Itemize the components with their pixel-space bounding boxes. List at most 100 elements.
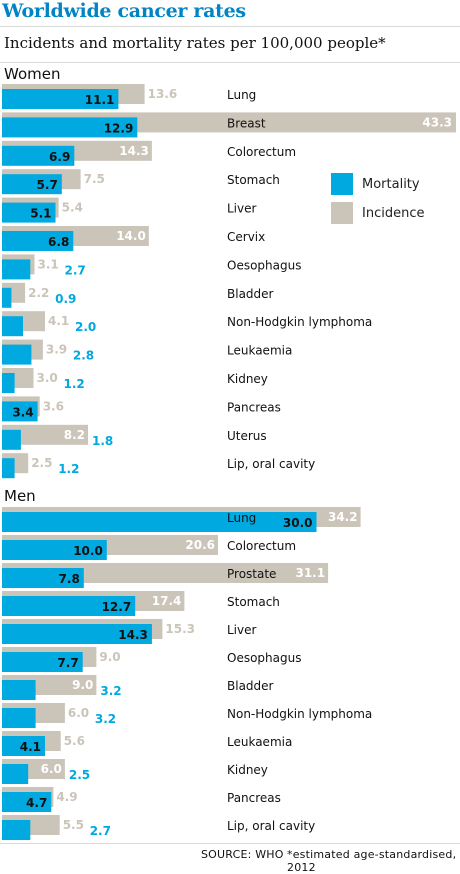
incidence-value-label: 20.6 xyxy=(185,538,215,552)
legend-incidence-swatch xyxy=(331,202,353,224)
mortality-bar xyxy=(2,652,83,672)
category-label: Oesophagus xyxy=(227,258,301,272)
incidence-value-label: 2.5 xyxy=(31,456,52,470)
source-note: SOURCE: WHO xyxy=(201,848,284,861)
category-label: Breast xyxy=(227,116,266,130)
mortality-bar xyxy=(2,89,119,109)
incidence-value-label: 3.9 xyxy=(46,343,67,357)
incidence-value-label: 4.1 xyxy=(48,314,69,328)
mortality-value-label: 2.7 xyxy=(65,263,86,277)
mortality-value-label: 4.1 xyxy=(20,740,41,754)
mortality-bar xyxy=(2,820,31,840)
bar-row-kidney: Kidney 3.0 1.2 xyxy=(2,368,268,393)
bar-row-pancreas: Pancreas 3.6 3.4 xyxy=(2,396,281,422)
mortality-bar xyxy=(2,458,15,479)
chart-subtitle: Incidents and mortality rates per 100,00… xyxy=(4,34,386,52)
category-label: Liver xyxy=(227,202,257,216)
category-label: Non-Hodgkin lymphoma xyxy=(227,707,372,721)
title-divider xyxy=(0,26,460,27)
bar-row-oesophagus: Oesophagus 9.0 7.7 xyxy=(2,647,301,672)
category-label: Colorectum xyxy=(227,539,296,553)
mortality-bar xyxy=(2,259,31,280)
chart-title: Worldwide cancer rates xyxy=(2,0,246,22)
incidence-value-label: 14.3 xyxy=(119,144,149,158)
mortality-bar xyxy=(2,736,45,756)
incidence-value-label: 7.5 xyxy=(84,172,105,186)
category-label: Pancreas xyxy=(227,400,281,414)
category-label: Kidney xyxy=(227,372,268,386)
mortality-bar xyxy=(2,344,32,365)
bar-row-leukaemia: Leukaemia 3.9 2.8 xyxy=(2,339,292,365)
category-label: Lung xyxy=(227,88,256,102)
legend-mortality-label: Mortality xyxy=(362,176,420,192)
bar-row-lung: Lung 13.6 11.1 xyxy=(2,84,256,109)
mortality-value-label: 3.2 xyxy=(95,712,116,726)
category-label: Liver xyxy=(227,623,257,637)
bar-row-non-hodgkin-lymphoma: Non-Hodgkin lymphoma 6.0 3.2 xyxy=(2,703,372,728)
mortality-bar xyxy=(2,764,29,784)
incidence-value-label: 13.6 xyxy=(148,87,178,101)
incidence-value-label: 34.2 xyxy=(328,510,358,524)
bar-row-oesophagus: Oesophagus 3.1 2.7 xyxy=(2,254,301,280)
bar-row-liver: Liver 15.3 14.3 xyxy=(2,619,257,644)
mortality-bar xyxy=(2,624,152,644)
mortality-value-label: 12.7 xyxy=(102,600,132,614)
incidence-value-label: 9.0 xyxy=(72,678,93,692)
incidence-value-label: 31.1 xyxy=(295,566,325,580)
mortality-value-label: 2.5 xyxy=(69,768,90,782)
incidence-value-label: 3.6 xyxy=(43,399,64,413)
mortality-value-label: 3.2 xyxy=(100,684,121,698)
bar-row-breast: Breast 43.3 12.9 xyxy=(2,112,456,138)
mortality-bar xyxy=(2,680,36,700)
bar-row-stomach: Stomach 7.5 5.7 xyxy=(2,169,280,195)
category-label: Lung xyxy=(227,511,256,525)
women-section-title: Women xyxy=(4,65,61,83)
mortality-bar xyxy=(2,401,38,422)
category-label: Lip, oral cavity xyxy=(227,819,315,833)
incidence-value-label: 3.0 xyxy=(37,371,58,385)
category-label: Bladder xyxy=(227,679,274,693)
mortality-value-label: 1.2 xyxy=(64,377,85,391)
mortality-value-label: 7.7 xyxy=(57,656,78,670)
incidence-value-label: 6.0 xyxy=(68,706,89,720)
mortality-value-label: 4.7 xyxy=(26,796,47,810)
bar-row-leukaemia: Leukaemia 5.6 4.1 xyxy=(2,731,292,756)
mortality-bar xyxy=(2,117,138,138)
mortality-bar xyxy=(2,231,74,251)
mortality-value-label: 1.2 xyxy=(58,462,79,476)
bar-row-liver: Liver 5.4 5.1 xyxy=(2,197,257,223)
mortality-value-label: 6.9 xyxy=(49,150,70,164)
category-label: Cervix xyxy=(227,230,265,244)
mortality-bar xyxy=(2,287,12,308)
legend-mortality: Mortality xyxy=(331,173,420,195)
bar-row-non-hodgkin-lymphoma: Non-Hodgkin lymphoma 4.1 2.0 xyxy=(2,311,372,337)
mortality-bar xyxy=(2,708,36,728)
incidence-value-label: 43.3 xyxy=(422,115,452,129)
category-label: Bladder xyxy=(227,287,274,301)
category-label: Prostate xyxy=(227,567,276,581)
mortality-bar xyxy=(2,174,62,195)
bar-row-lung: Lung 34.2 30.0 xyxy=(2,507,361,532)
mortality-value-label: 5.1 xyxy=(30,207,51,221)
mortality-bar xyxy=(2,512,317,532)
category-label: Colorectum xyxy=(227,145,296,159)
incidence-value-label: 4.9 xyxy=(56,790,77,804)
footnote: *estimated age-standardised, 2012 xyxy=(287,848,457,874)
mortality-value-label: 12.9 xyxy=(104,121,134,135)
mortality-value-label: 2.0 xyxy=(75,320,96,334)
incidence-value-label: 6.0 xyxy=(41,762,62,776)
mortality-value-label: 3.4 xyxy=(12,405,33,419)
bar-row-pancreas: Pancreas 4.9 4.7 xyxy=(2,787,281,812)
mortality-value-label: 0.9 xyxy=(55,292,76,306)
bar-row-stomach: Stomach 17.4 12.7 xyxy=(2,591,280,616)
category-label: Stomach xyxy=(227,173,280,187)
incidence-value-label: 14.0 xyxy=(116,229,146,243)
mortality-bar xyxy=(2,596,136,616)
mortality-value-label: 1.8 xyxy=(92,434,113,448)
mortality-value-label: 14.3 xyxy=(118,628,148,642)
category-label: Leukaemia xyxy=(227,735,292,749)
subtitle-divider xyxy=(0,62,460,63)
men-section-title: Men xyxy=(4,487,36,505)
category-label: Non-Hodgkin lymphoma xyxy=(227,315,372,329)
